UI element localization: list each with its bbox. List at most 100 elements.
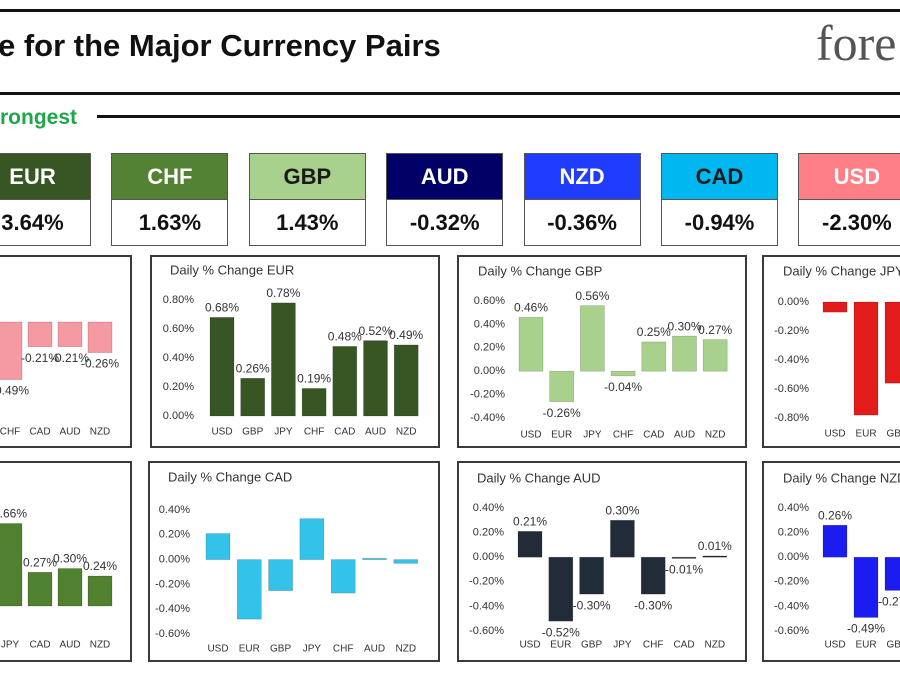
bar: [702, 555, 728, 558]
x-tick-label: EUR: [855, 640, 876, 651]
chart-panel: Daily % Change CAD -0.60% -0.40% -0.20% 0.00…: [148, 461, 440, 662]
x-tick-label: NZD: [705, 430, 726, 441]
chart-panel: Daily % Change GBP -0.40% -0.20% 0.00% 0.20%…: [457, 255, 747, 448]
y-tick-label: 0.00%: [778, 551, 809, 563]
chart-title: Daily % Change CAD: [168, 469, 292, 484]
x-tick-label: JPY: [583, 430, 602, 441]
y-tick-label: -0.40%: [469, 600, 504, 612]
x-tick-label: AUD: [365, 427, 386, 438]
y-tick-label: 0.00%: [473, 551, 504, 563]
value-label: -0.49%: [847, 622, 885, 636]
value-label: -0.30%: [634, 598, 672, 612]
value-label: -0.04%: [604, 380, 642, 394]
bar: [518, 317, 544, 372]
bar: [393, 344, 419, 417]
value-label: 0.48%: [328, 330, 362, 344]
bar: [579, 556, 604, 595]
y-tick-label: 0.20%: [163, 381, 194, 393]
bar: [209, 317, 235, 417]
y-tick-label: -0.40%: [470, 412, 505, 424]
value-label: 0.24%: [83, 559, 117, 573]
x-tick-label: CAD: [29, 427, 50, 438]
bar: [548, 556, 574, 622]
bar: [0, 523, 23, 607]
bar: [580, 305, 605, 372]
ranking-rule: [97, 115, 900, 118]
x-tick-label: CHF: [0, 427, 20, 438]
bar: [87, 575, 113, 607]
ranking-row: EUR 3.64% CHF 1.63% GBP 1.43% AUD -0.32% NZD -0.3…: [0, 153, 900, 247]
x-tick-label: GBP: [242, 427, 263, 438]
currency-change: 1.43%: [276, 210, 339, 235]
x-tick-label: EUR: [551, 430, 572, 441]
chart-title: Daily % Change EUR: [170, 262, 294, 277]
x-tick-label: USD: [520, 430, 541, 441]
bar: [610, 370, 636, 377]
y-tick-label: -0.20%: [155, 578, 190, 590]
x-tick-label: NZD: [396, 644, 417, 655]
y-tick-label: 0.60%: [474, 295, 505, 307]
currency-box: USD -2.30%: [798, 153, 900, 246]
chart-title: Daily % Change JPY: [783, 263, 900, 278]
bar: [549, 370, 575, 402]
value-label: 0.27%: [698, 323, 732, 337]
bar: [853, 556, 879, 618]
bar: [240, 377, 265, 417]
value-label: 0.68%: [205, 301, 239, 315]
value-label: 0.56%: [575, 289, 609, 303]
value-label: 0.66%: [0, 507, 27, 521]
value-label: -0.49%: [0, 384, 29, 398]
x-tick-label: JPY: [303, 644, 322, 655]
value-label: -0.21%: [51, 351, 89, 365]
x-tick-label: CHF: [333, 644, 354, 655]
value-label: -0.30%: [573, 598, 611, 612]
currency-box: GBP 1.43%: [248, 153, 366, 246]
y-tick-label: 0.20%: [473, 527, 504, 539]
currency-code: GBP: [249, 154, 365, 200]
bar: [27, 321, 53, 347]
y-tick-label: 0.00%: [778, 296, 809, 308]
value-label: 0.49%: [389, 328, 423, 342]
x-tick-label: CHF: [643, 640, 664, 651]
chart-panel: Daily % Change NZD -0.60% -0.40% -0.20% 0.00…: [762, 461, 900, 662]
x-tick-label: GBP: [886, 429, 900, 440]
header-frame: [0, 9, 900, 95]
chart-panel: Daily % Change AUD -0.60% -0.40% -0.20% 0.00…: [457, 461, 747, 662]
y-tick-label: 0.40%: [474, 318, 505, 330]
chart-panel: Daily % Change JPY -0.80% -0.60% -0.40% -0.2…: [762, 255, 900, 448]
currency-box: CAD -0.94%: [661, 153, 778, 246]
value-label: -0.26%: [81, 357, 119, 371]
y-tick-label: 0.20%: [159, 529, 190, 541]
page-title: e for the Major Currency Pairs: [0, 28, 441, 63]
currency-change: 1.63%: [138, 210, 202, 235]
chart-panel: Daily % Change EUR 0.00% 0.20% 0.40% 0.60% 0.…: [150, 255, 440, 448]
x-tick-label: GBP: [886, 640, 900, 651]
bar: [822, 301, 848, 313]
x-tick-label: NZD: [396, 427, 417, 438]
x-tick-label: NZD: [90, 427, 111, 438]
y-tick-label: -0.60%: [155, 628, 190, 640]
y-tick-label: 0.00%: [163, 410, 194, 422]
currency-change: -0.36%: [547, 210, 617, 235]
y-tick-label: -0.20%: [774, 325, 809, 337]
currency-code: USD: [799, 154, 900, 200]
bar: [853, 301, 879, 416]
x-tick-label: USD: [824, 429, 845, 440]
value-label: 0.30%: [605, 503, 639, 517]
x-tick-label: NZD: [90, 640, 111, 651]
y-tick-label: -0.60%: [774, 625, 809, 637]
y-tick-label: -0.20%: [469, 576, 504, 588]
y-tick-label: 0.40%: [159, 504, 190, 516]
bar: [237, 559, 262, 620]
chart-title: Daily % Change NZD: [783, 470, 900, 485]
bar: [672, 335, 697, 372]
x-tick-label: AUD: [59, 640, 80, 651]
currency-box: CHF 1.63%: [111, 153, 229, 246]
x-tick-label: JPY: [274, 427, 293, 438]
x-tick-label: AUD: [59, 427, 80, 438]
logo: fore: [816, 15, 897, 71]
value-label: 0.21%: [513, 515, 547, 529]
y-tick-label: -0.40%: [155, 603, 190, 615]
bar: [57, 568, 83, 607]
